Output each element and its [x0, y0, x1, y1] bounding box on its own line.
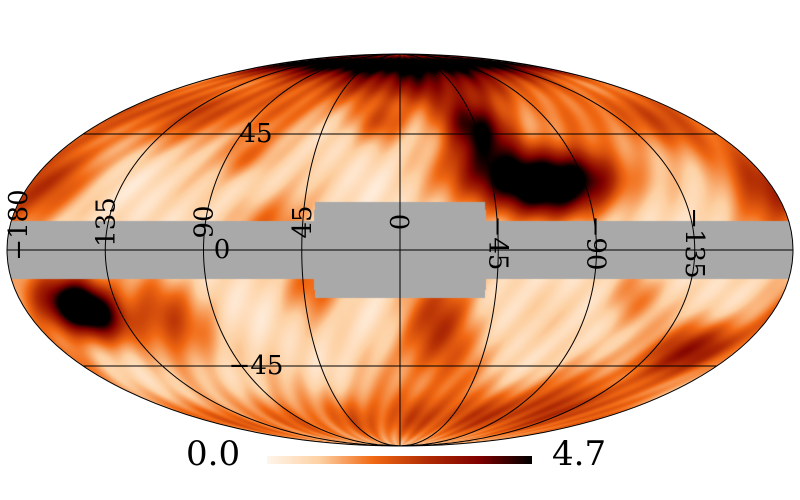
colorbar-gradient [267, 456, 532, 464]
lat-label-45: 45 [239, 119, 272, 149]
lat-label--45: −45 [229, 351, 284, 381]
lon-label--90: −90 [581, 216, 611, 271]
lon-label-90: 90 [190, 205, 220, 238]
lon-label-135: 135 [91, 197, 121, 247]
colorbar: 0.0 4.7 [186, 434, 606, 474]
lon-label--45: −45 [482, 216, 512, 271]
lon-label-180: −180 [4, 189, 34, 260]
lon-label--135: −135 [679, 207, 709, 278]
graticule [6, 53, 794, 447]
lat-label-0: 0 [214, 235, 231, 265]
graticule-labels: −180 135 90 45 0 −45 −90 −135 45 0 −45 [4, 119, 709, 381]
colorbar-max-label: 4.7 [552, 434, 606, 474]
map-boundary [6, 53, 794, 447]
colorbar-min-label: 0.0 [186, 434, 240, 474]
lon-label-0: 0 [386, 214, 416, 231]
lon-label-45: 45 [288, 205, 318, 238]
